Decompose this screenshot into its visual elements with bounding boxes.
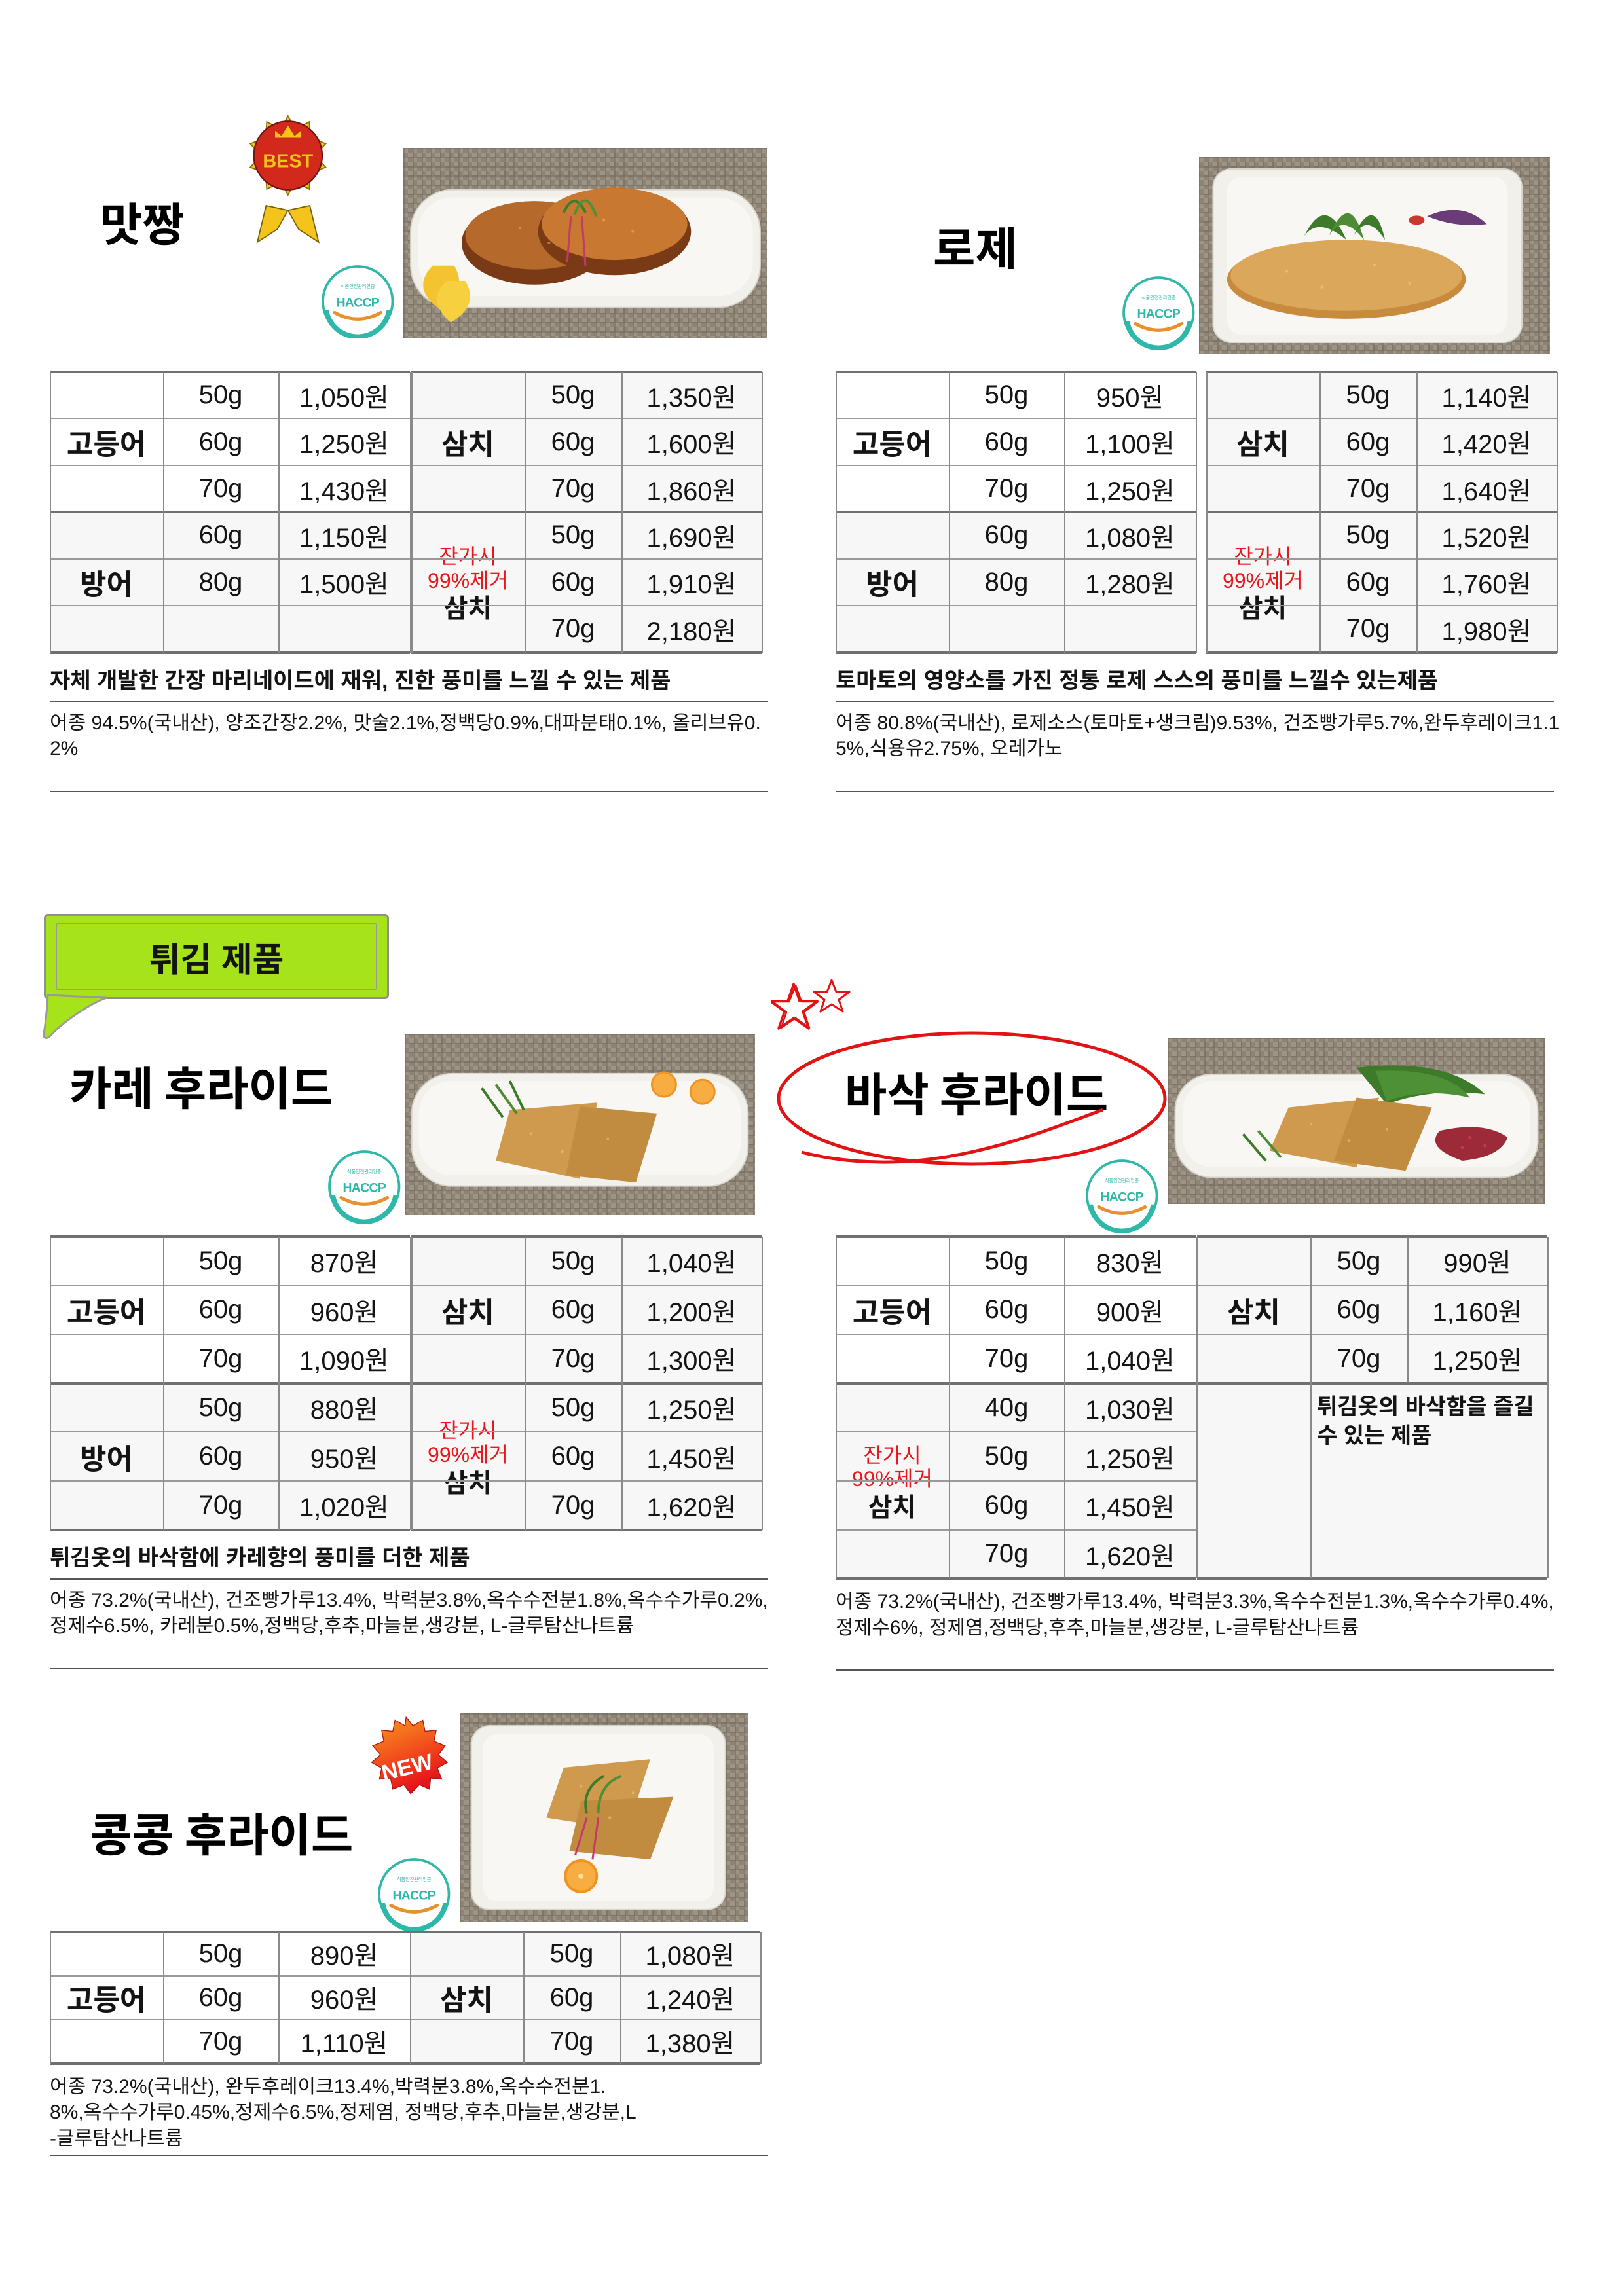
svg-text:HACCP: HACCP — [336, 296, 379, 310]
svg-text:식품안전관리인증: 식품안전관리인증 — [397, 1876, 432, 1882]
svg-text:서울인증특별인증: 서울인증특별인증 — [399, 1918, 430, 1923]
svg-text:식품안전관리인증: 식품안전관리인증 — [1105, 1178, 1139, 1184]
svg-text:서울인증특별인증: 서울인증특별인증 — [342, 325, 373, 331]
svg-text:HACCP: HACCP — [1100, 1190, 1143, 1205]
svg-text:식품안전관리인증: 식품안전관리인증 — [341, 283, 375, 289]
svg-text:BEST: BEST — [263, 151, 313, 172]
svg-text:서울인증특별인증: 서울인증특별인증 — [1107, 1219, 1137, 1225]
svg-text:서울인증특별인증: 서울인증특별인증 — [349, 1210, 380, 1216]
svg-text:서울인증특별인증: 서울인증특별인증 — [1143, 336, 1174, 342]
svg-text:식품안전관리인증: 식품안전관리인증 — [347, 1169, 382, 1175]
svg-text:HACCP: HACCP — [1137, 307, 1180, 321]
svg-text:HACCP: HACCP — [342, 1181, 386, 1195]
svg-text:식품안전관리인증: 식품안전관리인증 — [1141, 295, 1176, 301]
svg-text:HACCP: HACCP — [392, 1889, 435, 1903]
